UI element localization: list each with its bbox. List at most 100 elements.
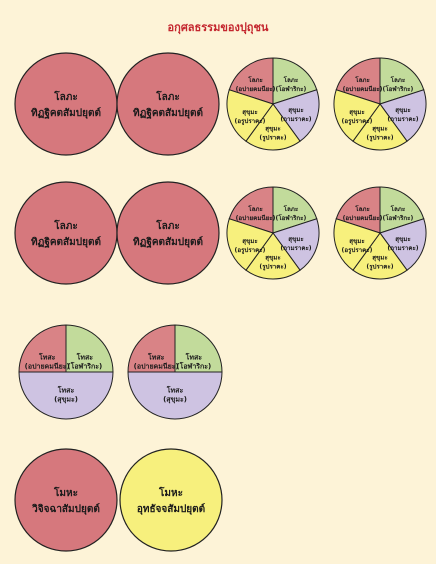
- big-circle-lobha-label-2: ทิฏฐิคตสัมปยุตต์: [133, 107, 203, 119]
- pie-dosa-three-part-slice-label-2: (สุขุมะ): [54, 396, 78, 404]
- pie-lobha-five-part: โลภะ(อปายคมนียะ)โลภะ(โอฬาริกะ)สุขุมะ(กาม…: [333, 57, 427, 151]
- big-circle-moha-disc: [119, 448, 223, 552]
- pie-dosa-three-part-slice-label-2: (อปายคมนียะ): [134, 363, 179, 371]
- pie-lobha-five-part-slice: [335, 57, 381, 105]
- pie-lobha-five-part-slice: [379, 57, 425, 105]
- pie-dosa-three-part-slice-label-1: โทสะ: [166, 386, 184, 395]
- pie-dosa-three-part-slice-label-1: โทสะ: [185, 353, 203, 362]
- pie-lobha-five-part-slice-label-1: สุขุมะ: [265, 126, 280, 133]
- pie-lobha-five-part-slice: [226, 218, 274, 271]
- pie-lobha-five-part-slice-label-1: โลภะ: [390, 76, 406, 84]
- pie-lobha-five-part-slice-label-2: (อรูปราคะ): [235, 117, 266, 126]
- big-circle-moha-label-1: โมหะ: [53, 486, 78, 499]
- pie-lobha-five-part-slice-label-2: (โอฬาริกะ): [276, 85, 307, 93]
- pie-dosa-three-part-slice-label-2: (สุขุมะ): [163, 396, 187, 404]
- big-circle-lobha-label-2: ทิฏฐิคตสัมปยุตต์: [133, 236, 203, 248]
- pie-lobha-five-part-slice: [228, 186, 274, 234]
- page-title: อกุศลธรรมของปุถุชน: [167, 21, 269, 34]
- pie-lobha-five-part-slice-label-1: สุขุมะ: [349, 238, 364, 245]
- pie-lobha-five-part-slice-label-2: (อปายคมนียะ): [343, 85, 383, 93]
- big-circle-lobha-disc: [14, 181, 118, 285]
- big-circle-lobha-label-1: โลภะ: [155, 219, 179, 232]
- pie-lobha-five-part-slice: [272, 218, 320, 271]
- pie-dosa-three-part-slice: [127, 371, 223, 420]
- pie-dosa-three-part-slice-label-1: โทสะ: [38, 353, 56, 362]
- pie-lobha-five-part-slice-label-1: โลภะ: [247, 205, 263, 213]
- pie-lobha-five-part-slice-label-2: (กามราคะ): [280, 245, 311, 252]
- pie-lobha-five-part-slice-label-2: (รูปราคะ): [259, 263, 286, 272]
- pie-lobha-five-part-slice: [379, 186, 425, 234]
- big-circle-moha-label-2: วิจิจฉาสัมปยุตต์: [32, 503, 100, 515]
- pie-lobha-five-part-slice-label-1: โลภะ: [283, 205, 299, 213]
- pie-dosa-three-part-slice: [18, 324, 67, 373]
- pie-lobha-five-part-slice-label-1: โลภะ: [354, 76, 370, 84]
- pie-lobha-five-part-slice-label-1: โลภะ: [283, 76, 299, 84]
- pie-dosa-three-part: โทสะ(อปายคมนียะ)โทสะ(โอฬาริกะ)โทสะ(สุขุม…: [18, 324, 114, 420]
- pie-lobha-five-part-slice-label-1: สุขุมะ: [265, 255, 280, 262]
- pie-lobha-five-part-slice: [333, 218, 381, 271]
- pie-dosa-three-part: โทสะ(อปายคมนียะ)โทสะ(โอฬาริกะ)โทสะ(สุขุม…: [127, 324, 223, 420]
- pie-lobha-five-part-slice-label-1: สุขุมะ: [242, 238, 257, 245]
- pie-lobha-five-part: โลภะ(อปายคมนียะ)โลภะ(โอฬาริกะ)สุขุมะ(กาม…: [333, 186, 427, 280]
- pie-lobha-five-part-slice: [228, 57, 274, 105]
- pie-lobha-five-part-slice: [272, 186, 318, 234]
- pie-lobha-five-part-slice-label-2: (รูปราคะ): [366, 263, 393, 272]
- pie-lobha-five-part-slice-label-2: (อรูปราคะ): [342, 117, 373, 126]
- pie-lobha-five-part: โลภะ(อปายคมนียะ)โลภะ(โอฬาริกะ)สุขุมะ(กาม…: [226, 186, 320, 280]
- pie-lobha-five-part-slice-label-1: สุขุมะ: [395, 107, 410, 114]
- pie-lobha-five-part-slice-label-1: สุขุมะ: [349, 109, 364, 116]
- pie-lobha-five-part-slice-label-2: (อปายคมนียะ): [236, 214, 276, 222]
- pie-lobha-five-part-slice-label-1: สุขุมะ: [288, 107, 303, 114]
- pie-lobha-five-part-slice-label-2: (กามราคะ): [280, 116, 311, 123]
- pie-lobha-five-part-slice: [272, 89, 320, 142]
- big-circle-moha-label-2: อุทธัจจสัมปยุตต์: [137, 503, 205, 515]
- big-circle-lobha-disc: [14, 52, 118, 156]
- pie-dosa-three-part-slice-label-1: โทสะ: [76, 353, 94, 362]
- big-circle-lobha-disc: [116, 181, 220, 285]
- pie-lobha-five-part-slice-label-1: สุขุมะ: [288, 236, 303, 243]
- pie-lobha-five-part-slice-label-2: (อปายคมนียะ): [236, 85, 276, 93]
- big-circle-lobha-label-2: ทิฏฐิคตสัมปยุตต์: [31, 236, 101, 248]
- pie-lobha-five-part: โลภะ(อปายคมนียะ)โลภะ(โอฬาริกะ)สุขุมะ(กาม…: [226, 57, 320, 151]
- pie-dosa-three-part-slice-label-2: (อปายคมนียะ): [25, 363, 70, 371]
- pie-lobha-five-part-slice-label-1: โลภะ: [354, 205, 370, 213]
- pie-lobha-five-part-slice-label-1: สุขุมะ: [242, 109, 257, 116]
- pie-lobha-five-part-slice: [352, 232, 408, 280]
- pie-lobha-five-part-slice: [272, 57, 318, 105]
- pie-dosa-three-part-slice: [174, 324, 223, 373]
- pie-lobha-five-part-slice: [333, 89, 381, 142]
- pie-lobha-five-part-slice-label-2: (โอฬาริกะ): [383, 214, 414, 222]
- pie-lobha-five-part-slice: [352, 103, 408, 151]
- pie-lobha-five-part-slice: [226, 89, 274, 142]
- pie-lobha-five-part-slice-label-1: โลภะ: [390, 205, 406, 213]
- big-circle-lobha-label-1: โลภะ: [53, 219, 77, 232]
- pie-lobha-five-part-slice-label-2: (อรูปราคะ): [342, 246, 373, 255]
- pie-lobha-five-part-slice: [379, 89, 427, 142]
- pie-lobha-five-part-slice-label-2: (กามราคะ): [387, 245, 418, 252]
- pie-lobha-five-part-slice-label-1: โลภะ: [247, 76, 263, 84]
- pie-lobha-five-part-slice: [379, 218, 427, 271]
- pie-dosa-three-part-slice-label-1: โทสะ: [57, 386, 75, 395]
- pie-lobha-five-part-slice: [245, 103, 301, 151]
- big-circle-lobha-label-1: โลภะ: [53, 90, 77, 103]
- pie-lobha-five-part-slice-label-2: (โอฬาริกะ): [276, 214, 307, 222]
- pie-lobha-five-part-slice-label-1: สุขุมะ: [372, 126, 387, 133]
- pie-dosa-three-part-slice-label-2: (โอฬาริกะ): [67, 362, 102, 371]
- pie-dosa-three-part-slice-label-2: (โอฬาริกะ): [176, 362, 211, 371]
- big-circle-lobha-label-1: โลภะ: [155, 90, 179, 103]
- pie-lobha-five-part-slice: [335, 186, 381, 234]
- pie-lobha-five-part-slice-label-2: (อรูปราคะ): [235, 246, 266, 255]
- big-circle-moha-label-1: โมหะ: [158, 486, 183, 499]
- pie-lobha-five-part-slice-label-2: (กามราคะ): [387, 116, 418, 123]
- big-circle-lobha-label-2: ทิฏฐิคตสัมปยุตต์: [31, 107, 101, 119]
- pie-lobha-five-part-slice: [245, 232, 301, 280]
- big-circle-lobha-disc: [116, 52, 220, 156]
- pie-lobha-five-part-slice-label-1: สุขุมะ: [395, 236, 410, 243]
- pie-lobha-five-part-slice-label-2: (รูปราคะ): [259, 134, 286, 143]
